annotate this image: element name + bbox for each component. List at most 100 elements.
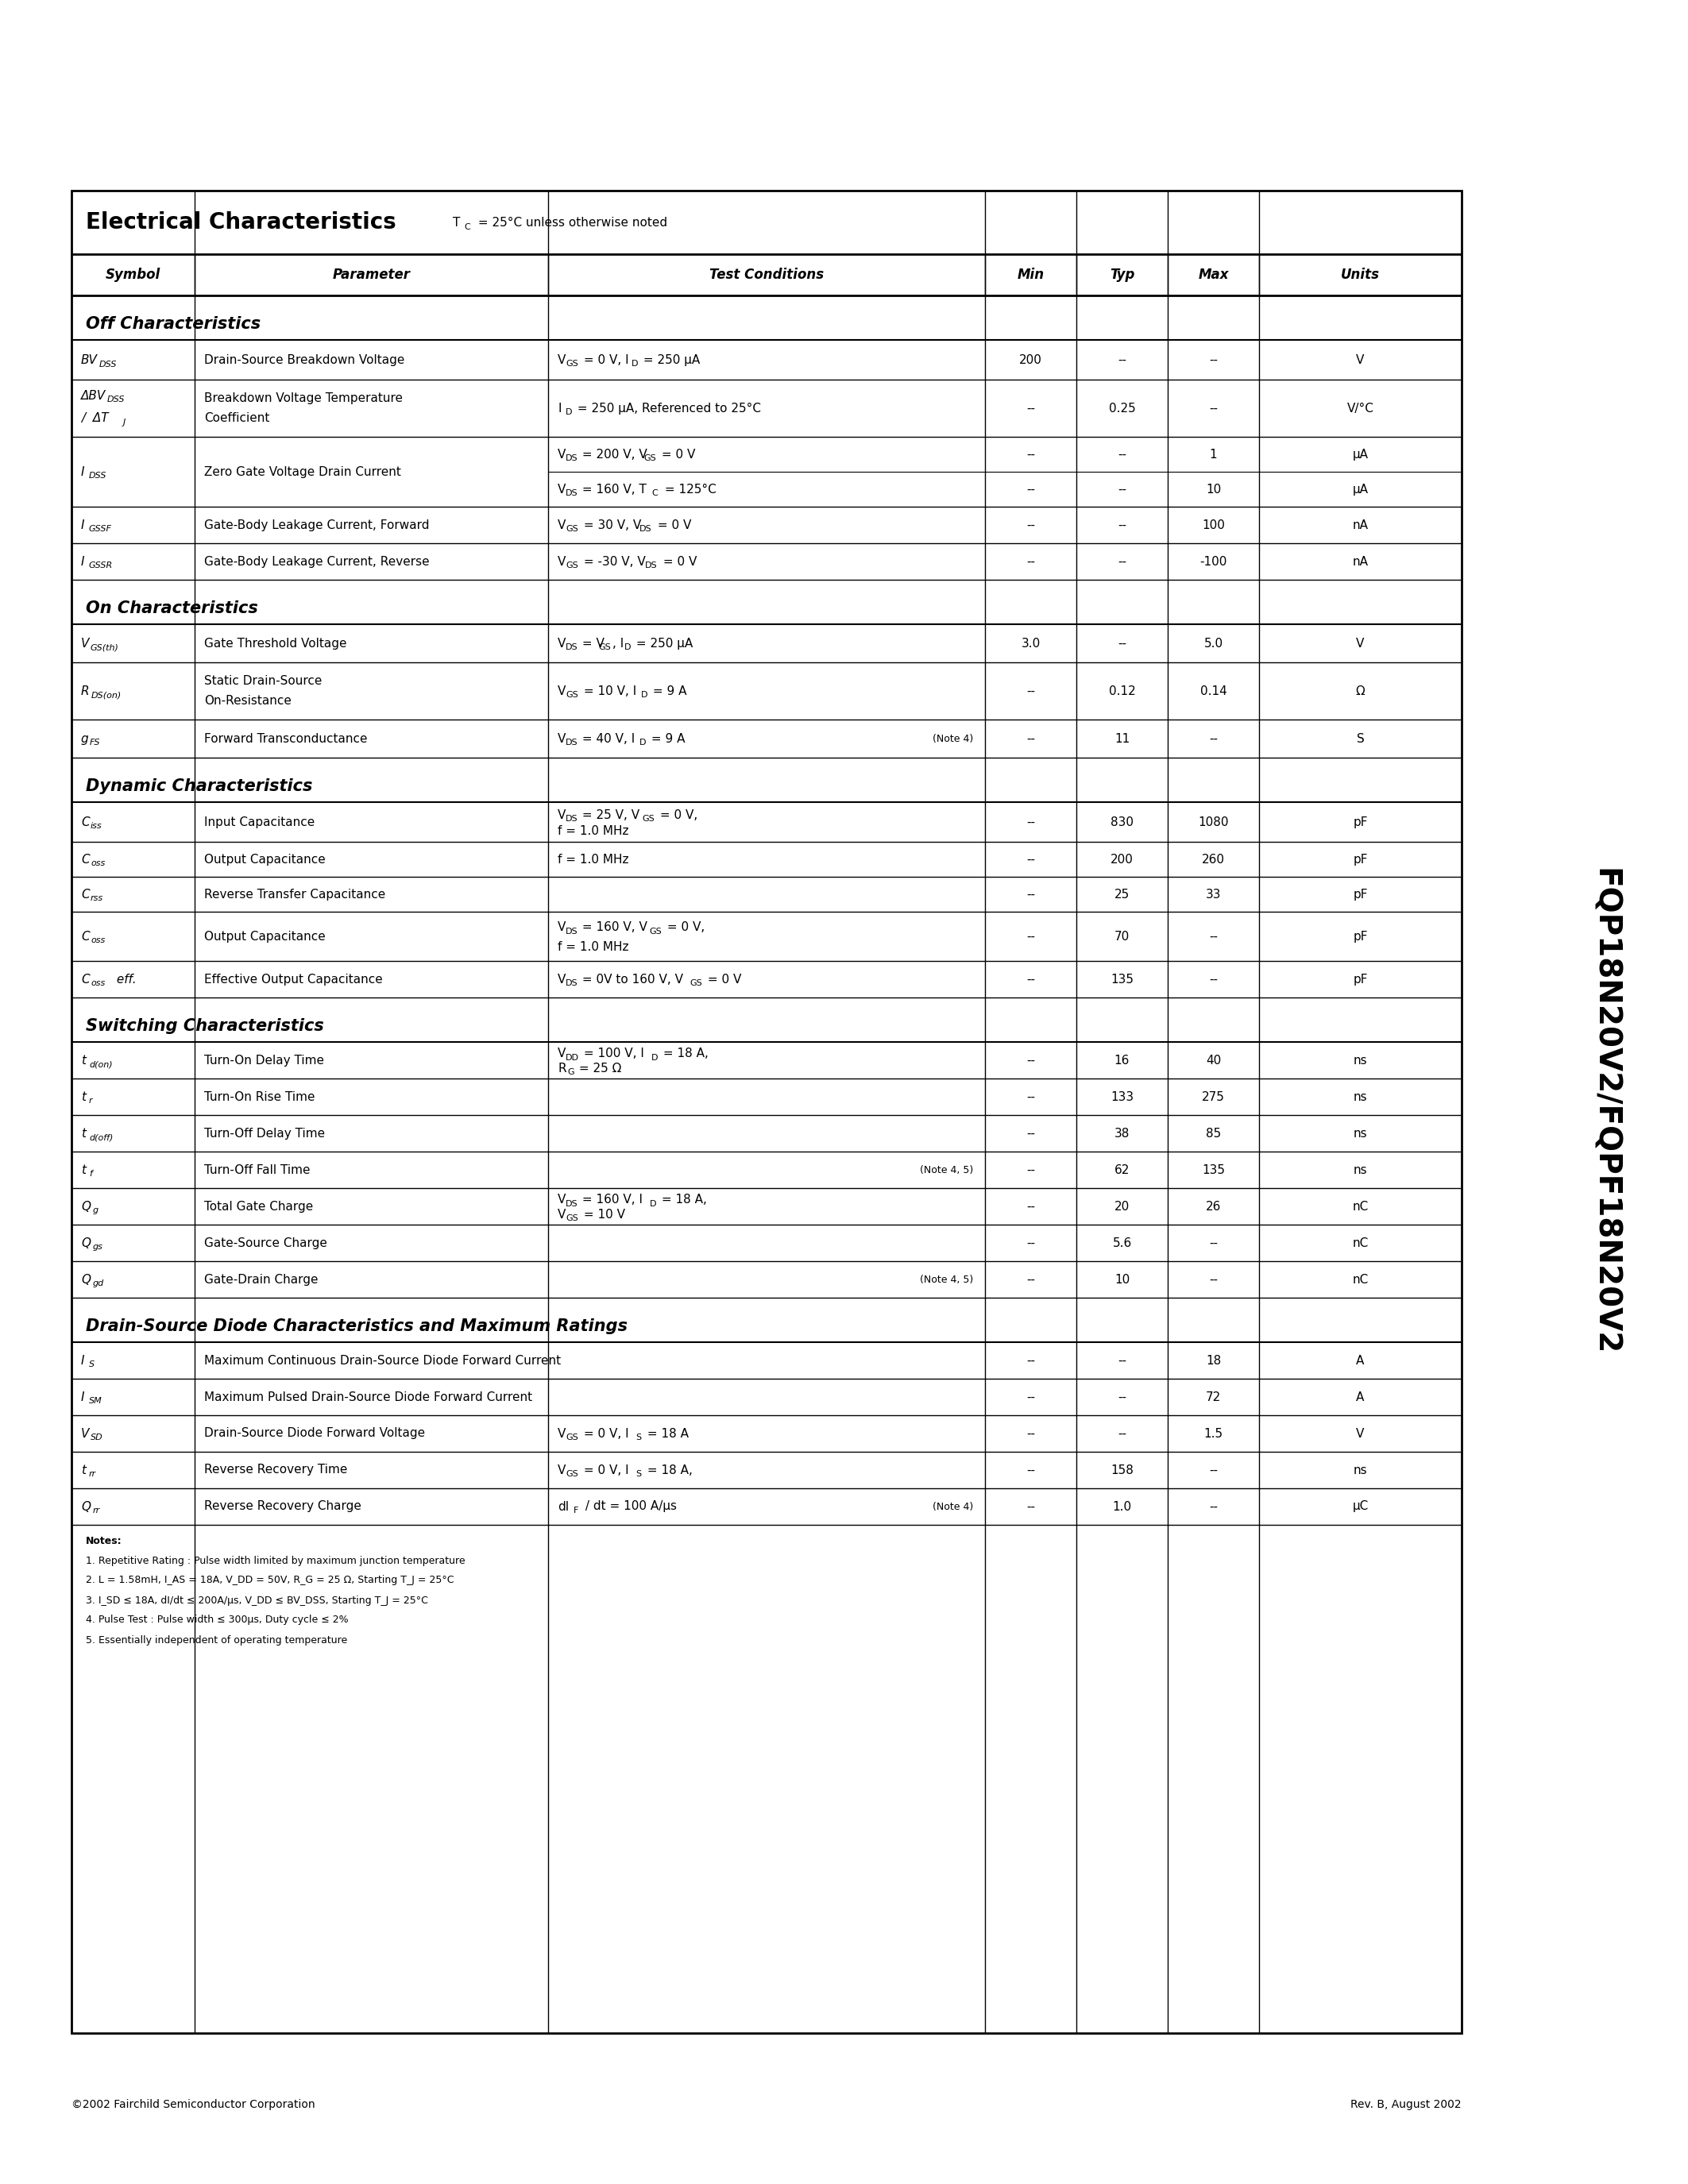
- Text: (Note 4): (Note 4): [932, 1500, 972, 1511]
- Text: GS: GS: [565, 1433, 577, 1441]
- Text: V: V: [557, 1428, 565, 1439]
- Text: D: D: [652, 1053, 658, 1061]
- Text: pF: pF: [1354, 817, 1367, 828]
- Text: = 160 V, T: = 160 V, T: [579, 483, 647, 496]
- Text: Gate Threshold Voltage: Gate Threshold Voltage: [204, 638, 346, 649]
- Text: GS: GS: [641, 815, 655, 823]
- Text: = -30 V, V: = -30 V, V: [581, 555, 645, 568]
- Text: nC: nC: [1352, 1236, 1369, 1249]
- Text: = 0 V: = 0 V: [660, 555, 697, 568]
- Text: / dt = 100 A/μs: / dt = 100 A/μs: [581, 1500, 677, 1514]
- Text: D: D: [640, 738, 647, 747]
- Text: S: S: [635, 1433, 641, 1441]
- Text: nA: nA: [1352, 555, 1369, 568]
- Text: f: f: [89, 1171, 93, 1177]
- Text: 260: 260: [1202, 854, 1225, 865]
- Text: DS: DS: [565, 815, 577, 823]
- Text: 20: 20: [1114, 1201, 1129, 1212]
- Text: --: --: [1209, 1273, 1217, 1286]
- Text: S: S: [1357, 732, 1364, 745]
- Text: = 25 Ω: = 25 Ω: [576, 1061, 621, 1075]
- Text: = 125°C: = 125°C: [662, 483, 716, 496]
- Text: Gate-Body Leakage Current, Reverse: Gate-Body Leakage Current, Reverse: [204, 555, 429, 568]
- Text: Gate-Body Leakage Current, Forward: Gate-Body Leakage Current, Forward: [204, 520, 429, 531]
- Text: --: --: [1026, 1391, 1035, 1402]
- Text: D: D: [650, 1199, 657, 1208]
- Text: --: --: [1026, 448, 1035, 461]
- Text: DS: DS: [565, 1199, 577, 1208]
- Text: --: --: [1117, 483, 1126, 496]
- Text: = 10 V: = 10 V: [581, 1208, 625, 1221]
- Text: GSSF: GSSF: [89, 524, 111, 533]
- Text: = 0 V,: = 0 V,: [657, 808, 697, 821]
- Text: 158: 158: [1111, 1463, 1134, 1476]
- Text: C: C: [81, 854, 89, 865]
- Text: T: T: [452, 216, 461, 229]
- Text: 16: 16: [1114, 1055, 1129, 1066]
- Text: ns: ns: [1354, 1463, 1367, 1476]
- Text: I: I: [557, 402, 560, 415]
- Text: --: --: [1026, 1164, 1035, 1175]
- Text: 200: 200: [1111, 854, 1134, 865]
- Text: --: --: [1026, 930, 1035, 941]
- Text: Forward Transconductance: Forward Transconductance: [204, 732, 368, 745]
- Text: Test Conditions: Test Conditions: [709, 269, 824, 282]
- Text: V: V: [557, 686, 565, 697]
- Text: = 9 A: = 9 A: [648, 732, 685, 745]
- Text: /  ΔT: / ΔT: [81, 413, 108, 424]
- Text: 33: 33: [1205, 889, 1220, 900]
- Text: = 30 V, V: = 30 V, V: [581, 520, 641, 531]
- Text: --: --: [1026, 1127, 1035, 1140]
- Text: --: --: [1117, 638, 1126, 649]
- Text: --: --: [1026, 732, 1035, 745]
- Text: ΔBV: ΔBV: [81, 389, 106, 402]
- Text: Rev. B, August 2002: Rev. B, August 2002: [1350, 2099, 1462, 2110]
- Text: Turn-Off Delay Time: Turn-Off Delay Time: [204, 1127, 326, 1140]
- Text: Dynamic Characteristics: Dynamic Characteristics: [86, 778, 312, 795]
- Text: Typ: Typ: [1109, 269, 1134, 282]
- Text: DS: DS: [565, 928, 577, 935]
- Text: Ω: Ω: [1355, 686, 1366, 697]
- Text: = 25°C unless otherwise noted: = 25°C unless otherwise noted: [474, 216, 667, 229]
- Text: F: F: [574, 1507, 579, 1514]
- Text: S: S: [635, 1470, 641, 1479]
- Text: 4. Pulse Test : Pulse width ≤ 300μs, Duty cycle ≤ 2%: 4. Pulse Test : Pulse width ≤ 300μs, Dut…: [86, 1614, 348, 1625]
- Text: C: C: [81, 817, 89, 828]
- Text: 135: 135: [1202, 1164, 1225, 1175]
- Text: Q: Q: [81, 1273, 91, 1286]
- Text: = 18 A: = 18 A: [643, 1428, 689, 1439]
- Text: GS: GS: [565, 690, 577, 699]
- Text: = 18 A,: = 18 A,: [643, 1463, 692, 1476]
- Text: ns: ns: [1354, 1164, 1367, 1175]
- Text: μA: μA: [1352, 483, 1369, 496]
- Text: Drain-Source Diode Forward Voltage: Drain-Source Diode Forward Voltage: [204, 1428, 425, 1439]
- Text: C: C: [464, 223, 469, 232]
- Text: 0.12: 0.12: [1109, 686, 1136, 697]
- Text: Total Gate Charge: Total Gate Charge: [204, 1201, 314, 1212]
- Text: 11: 11: [1114, 732, 1129, 745]
- Text: Q: Q: [81, 1236, 91, 1249]
- Text: C: C: [81, 889, 89, 900]
- Text: V: V: [557, 555, 565, 568]
- Text: --: --: [1026, 817, 1035, 828]
- Text: --: --: [1209, 974, 1217, 985]
- Text: Turn-On Delay Time: Turn-On Delay Time: [204, 1055, 324, 1066]
- Text: I: I: [81, 555, 84, 568]
- Text: pF: pF: [1354, 974, 1367, 985]
- Text: FS: FS: [89, 738, 101, 747]
- Text: DS: DS: [565, 738, 577, 747]
- Text: V: V: [557, 1208, 565, 1221]
- Text: --: --: [1117, 555, 1126, 568]
- Text: dI: dI: [557, 1500, 569, 1514]
- Text: D: D: [625, 644, 631, 651]
- Text: SM: SM: [89, 1398, 103, 1404]
- Text: Max: Max: [1198, 269, 1229, 282]
- Text: I: I: [81, 1391, 84, 1402]
- Text: t: t: [81, 1055, 86, 1066]
- Text: gs: gs: [93, 1243, 103, 1251]
- Text: GS: GS: [565, 360, 577, 367]
- Text: V: V: [557, 922, 565, 933]
- Text: On Characteristics: On Characteristics: [86, 601, 258, 616]
- Text: Electrical Characteristics: Electrical Characteristics: [86, 212, 397, 234]
- Text: V: V: [557, 1195, 565, 1206]
